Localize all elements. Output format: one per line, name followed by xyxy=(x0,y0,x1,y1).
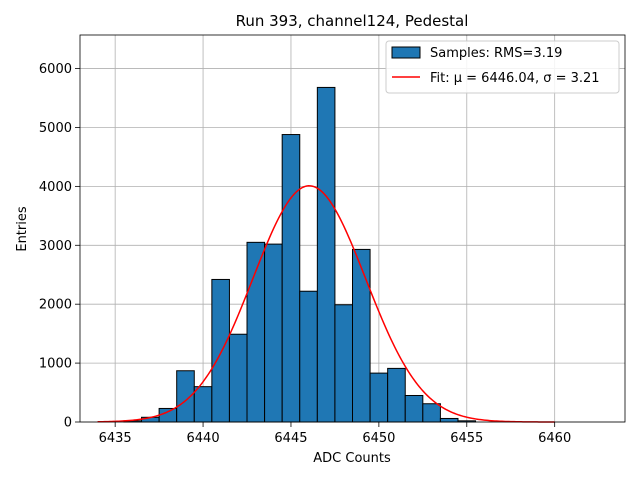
plot-frame xyxy=(79,34,626,423)
histogram-bar xyxy=(316,86,336,423)
y-tick-label: 2000 xyxy=(39,298,72,313)
x-tick-label: 6435 xyxy=(99,431,132,446)
histogram-bar xyxy=(193,386,213,423)
x-tick-label: 6460 xyxy=(538,431,571,446)
y-tick-label: 3000 xyxy=(39,239,72,254)
x-tick-label: 6455 xyxy=(450,431,483,446)
histogram-bar xyxy=(211,278,230,423)
y-tick-label: 4000 xyxy=(39,180,72,195)
legend-box xyxy=(385,40,620,94)
legend-histogram-label: Samples: RMS=3.19 xyxy=(430,46,562,61)
y-tick-label: 5000 xyxy=(39,121,72,136)
gaussian-fit-curve xyxy=(97,185,555,423)
y-axis-label: Entries xyxy=(15,206,30,252)
histogram-bar xyxy=(228,333,248,423)
histogram-bar xyxy=(369,372,389,423)
y-tick-label: 0 xyxy=(64,416,72,431)
x-axis-ticks: 6435 6440 6445 6450 6455 6460 xyxy=(99,422,571,446)
histogram-bar xyxy=(281,134,301,423)
legend-fit-label: Fit: μ = 6446.04, σ = 3.21 xyxy=(430,71,600,86)
x-tick-label: 6450 xyxy=(362,431,395,446)
histogram-bars xyxy=(123,86,477,423)
histogram-bar xyxy=(334,304,353,423)
y-axis-ticks: 0 1000 2000 3000 4000 5000 6000 xyxy=(39,62,80,431)
x-tick-label: 6445 xyxy=(274,431,307,446)
histogram-bar xyxy=(264,243,283,423)
histogram-bar xyxy=(439,417,459,423)
chart-title: Run 393, channel124, Pedestal xyxy=(236,12,469,30)
x-axis-label: ADC Counts xyxy=(313,451,391,466)
histogram-bar xyxy=(176,370,195,423)
histogram-bar xyxy=(387,367,406,423)
y-tick-label: 1000 xyxy=(39,357,72,372)
histogram-bar xyxy=(299,290,318,423)
histogram-bar xyxy=(422,403,441,423)
x-tick-label: 6440 xyxy=(187,431,220,446)
histogram-bar xyxy=(352,248,371,423)
legend: Samples: RMS=3.19 Fit: μ = 6446.04, σ = … xyxy=(385,40,620,94)
y-tick-label: 6000 xyxy=(39,62,72,77)
histogram-bar xyxy=(158,407,178,423)
legend-histogram-swatch xyxy=(391,46,421,59)
histogram-bar xyxy=(404,394,424,423)
